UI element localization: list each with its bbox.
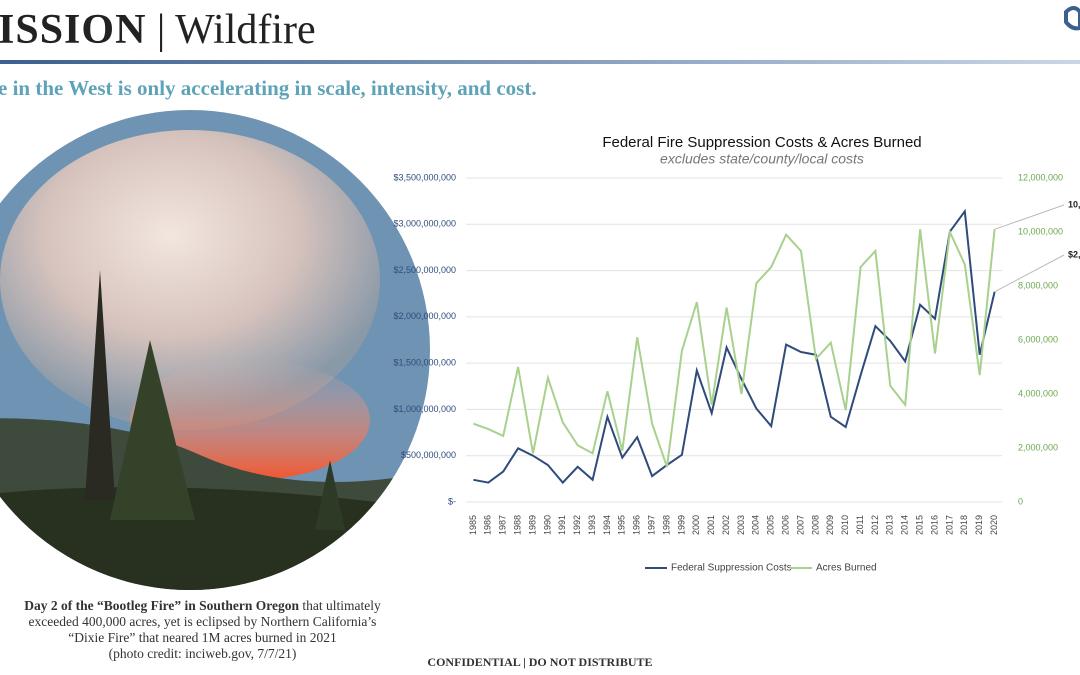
legend-label: Acres Burned <box>816 563 877 574</box>
x-tick-label: 2000 <box>691 515 701 535</box>
caption-line: exceeded 400,000 acres, yet is eclipsed … <box>28 614 377 629</box>
y-tick-label: 6,000,000 <box>1018 334 1058 344</box>
y-tick-label: $1,500,000,000 <box>393 358 456 368</box>
caption-bold: Day 2 of the “Bootleg Fire” in Southern … <box>24 598 299 613</box>
x-tick-label: 2007 <box>795 515 805 535</box>
x-tick-label: 1992 <box>572 515 582 535</box>
line-series <box>473 228 996 468</box>
header-title: ISSION <box>0 7 147 53</box>
x-tick-label: 2005 <box>766 515 776 535</box>
caption-text: that ultimately <box>299 598 381 613</box>
header: ISSION | Wildfire <box>0 6 316 54</box>
y-tick-label: $2,000,000,000 <box>393 311 456 321</box>
x-tick-label: 2020 <box>989 515 999 535</box>
x-tick-label: 1991 <box>557 515 567 535</box>
y-tick-label: $3,500,000,000 <box>393 172 456 182</box>
header-topic: Wildfire <box>175 7 316 53</box>
x-tick-label: 1988 <box>512 515 522 535</box>
x-tick-label: 2002 <box>721 515 731 535</box>
x-tick-label: 2001 <box>706 515 716 535</box>
logo <box>1064 6 1080 31</box>
x-tick-label: 2004 <box>751 515 761 535</box>
annotation: $2, <box>1068 249 1080 259</box>
y-tick-label: $2,500,000,000 <box>393 265 456 275</box>
x-tick-label: 2016 <box>929 515 939 535</box>
x-tick-label: 1993 <box>587 515 597 535</box>
x-tick-label: 2013 <box>885 515 895 535</box>
leader-line <box>994 254 1065 293</box>
x-tick-label: 1990 <box>542 515 552 535</box>
x-tick-label: 1987 <box>498 515 508 535</box>
y-tick-label: $1,000,000,000 <box>393 404 456 414</box>
caption-line: Day 2 of the “Bootleg Fire” in Southern … <box>0 598 405 614</box>
x-tick-label: 2015 <box>914 515 924 535</box>
x-tick-label: 2008 <box>810 515 820 535</box>
x-tick-label: 2014 <box>900 515 910 535</box>
x-tick-label: 1997 <box>646 515 656 535</box>
x-tick-label: 1999 <box>676 515 686 535</box>
photo <box>0 110 430 590</box>
y-tick-label: 12,000,000 <box>1018 172 1063 182</box>
x-tick-label: 2010 <box>840 515 850 535</box>
y-tick-label: 4,000,000 <box>1018 388 1058 398</box>
x-tick-label: 2019 <box>974 515 984 535</box>
y-tick-label: $500,000,000 <box>401 450 456 460</box>
x-tick-label: 2012 <box>870 515 880 535</box>
caption: Day 2 of the “Bootleg Fire” in Southern … <box>0 598 405 662</box>
y-tick-label: 0 <box>1018 496 1023 506</box>
chart-subtitle: excludes state/county/local costs <box>660 151 864 167</box>
x-tick-label: 1998 <box>661 515 671 535</box>
x-tick-label: 1986 <box>483 515 493 535</box>
y-tick-label: $- <box>448 496 456 506</box>
caption-line: “Dixie Fire” that neared 1M acres burned… <box>68 630 337 645</box>
chart-title: Federal Fire Suppression Costs & Acres B… <box>602 134 921 151</box>
subtitle: e in the West is only accelerating in sc… <box>0 76 537 100</box>
x-tick-label: 1996 <box>632 515 642 535</box>
x-tick-label: 2011 <box>855 515 865 534</box>
x-tick-label: 2017 <box>944 515 954 535</box>
line-series <box>473 208 996 485</box>
header-separator: | <box>156 7 166 53</box>
x-tick-label: 2003 <box>736 515 746 535</box>
leader-line <box>994 204 1065 230</box>
header-rule <box>0 60 1080 64</box>
x-tick-label: 2018 <box>959 515 969 535</box>
y-tick-label: $3,000,000,000 <box>393 219 456 229</box>
y-tick-label: 8,000,000 <box>1018 280 1058 290</box>
legend-label: Federal Suppression Costs <box>671 563 792 574</box>
y-tick-label: 2,000,000 <box>1018 442 1058 452</box>
x-tick-label: 1995 <box>617 515 627 535</box>
footer: CONFIDENTIAL | DO NOT DISTRIBUTE <box>427 655 653 669</box>
x-tick-label: 1985 <box>468 515 478 535</box>
y-tick-label: 10,000,000 <box>1018 226 1063 236</box>
x-tick-label: 1994 <box>602 515 612 535</box>
x-tick-label: 2009 <box>825 515 835 535</box>
x-tick-label: 2006 <box>780 515 790 535</box>
caption-line: (photo credit: inciweb.gov, 7/7/21) <box>108 646 297 661</box>
x-tick-label: 1989 <box>527 515 537 535</box>
annotation: 10, <box>1068 199 1080 209</box>
